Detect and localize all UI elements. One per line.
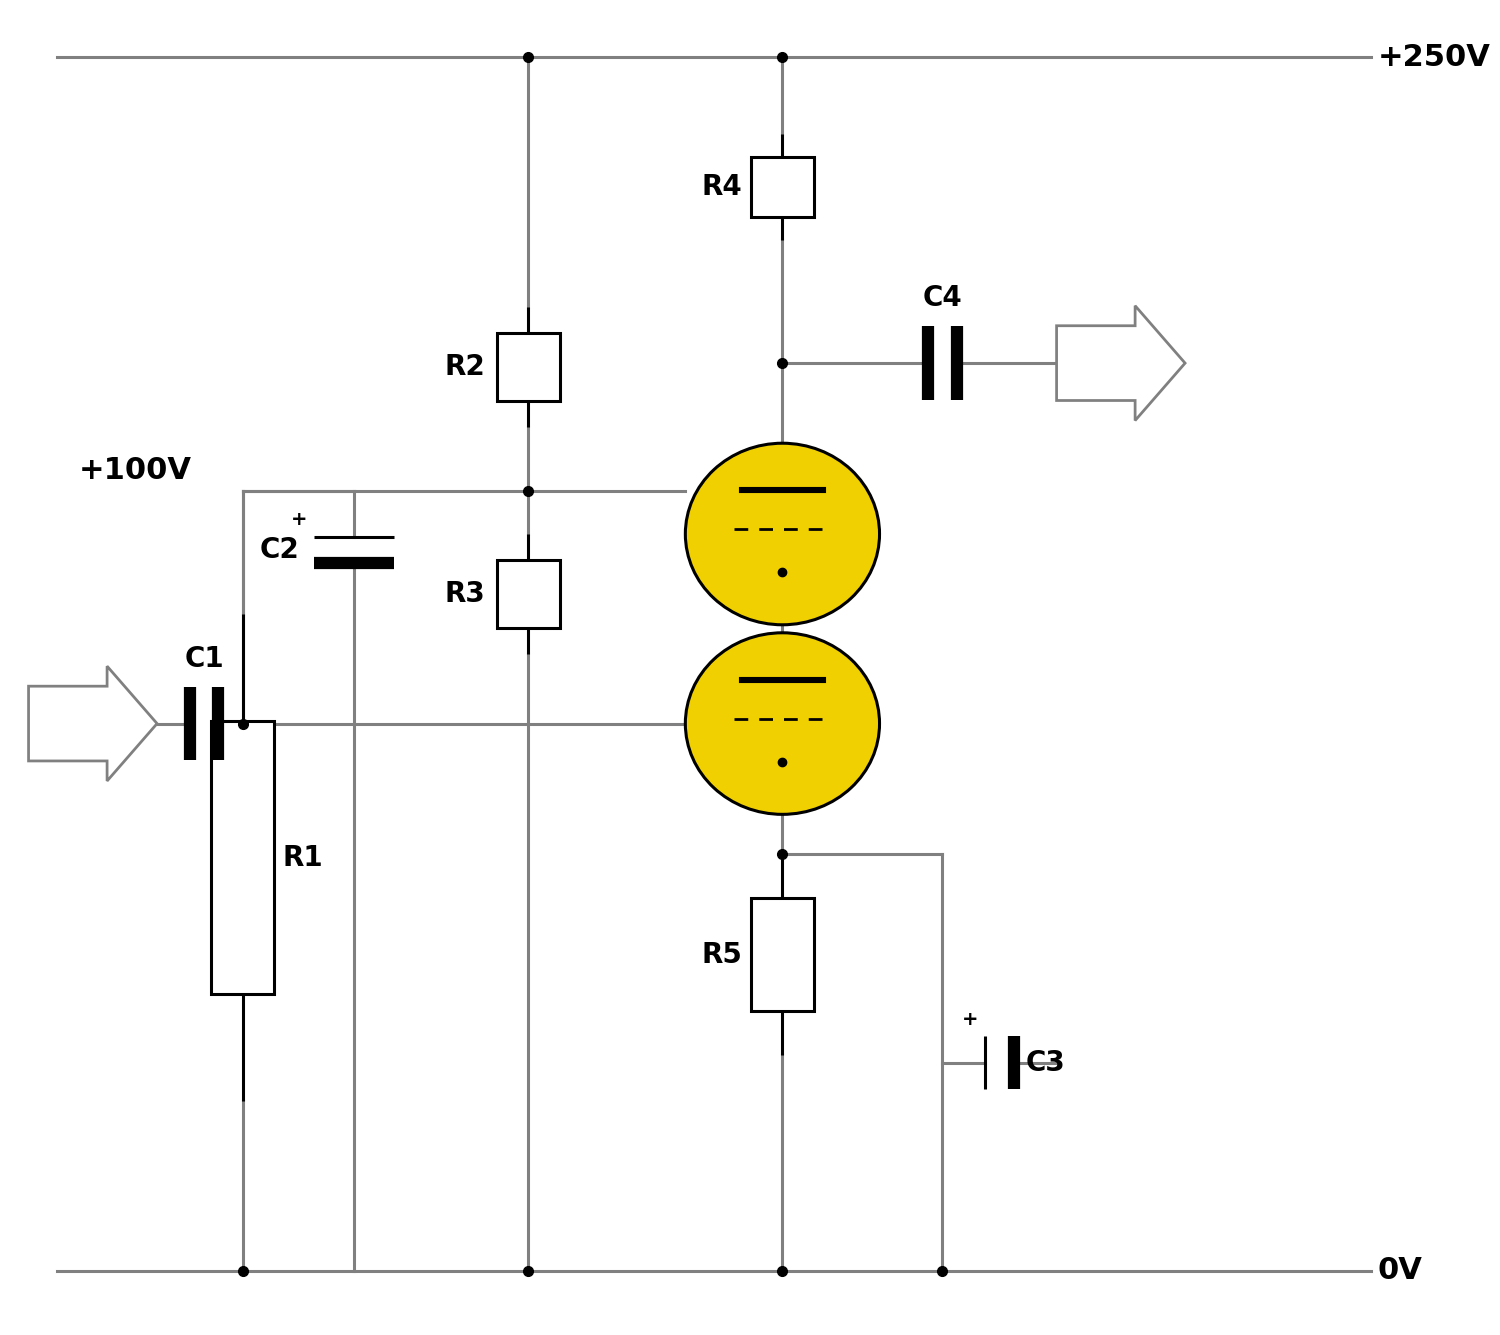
- Bar: [752, 898, 814, 1011]
- Text: +: +: [962, 1011, 978, 1029]
- Bar: [496, 561, 560, 627]
- Circle shape: [686, 443, 879, 625]
- Text: R3: R3: [444, 581, 486, 607]
- Text: +100V: +100V: [78, 455, 192, 485]
- Bar: [752, 158, 814, 216]
- Text: R5: R5: [702, 941, 742, 968]
- Text: R2: R2: [444, 354, 486, 380]
- Bar: [496, 334, 560, 400]
- Polygon shape: [1056, 306, 1185, 421]
- Polygon shape: [28, 666, 158, 781]
- Text: +250V: +250V: [1378, 43, 1491, 72]
- Bar: [211, 721, 274, 995]
- Text: +: +: [291, 510, 308, 529]
- Text: R1: R1: [282, 844, 324, 872]
- Text: C2: C2: [260, 537, 300, 563]
- Text: R4: R4: [702, 174, 742, 200]
- Text: C4: C4: [922, 284, 962, 312]
- Circle shape: [686, 633, 879, 814]
- Text: C1: C1: [184, 645, 224, 673]
- Text: 0V: 0V: [1378, 1256, 1422, 1286]
- Text: C3: C3: [1024, 1049, 1065, 1076]
